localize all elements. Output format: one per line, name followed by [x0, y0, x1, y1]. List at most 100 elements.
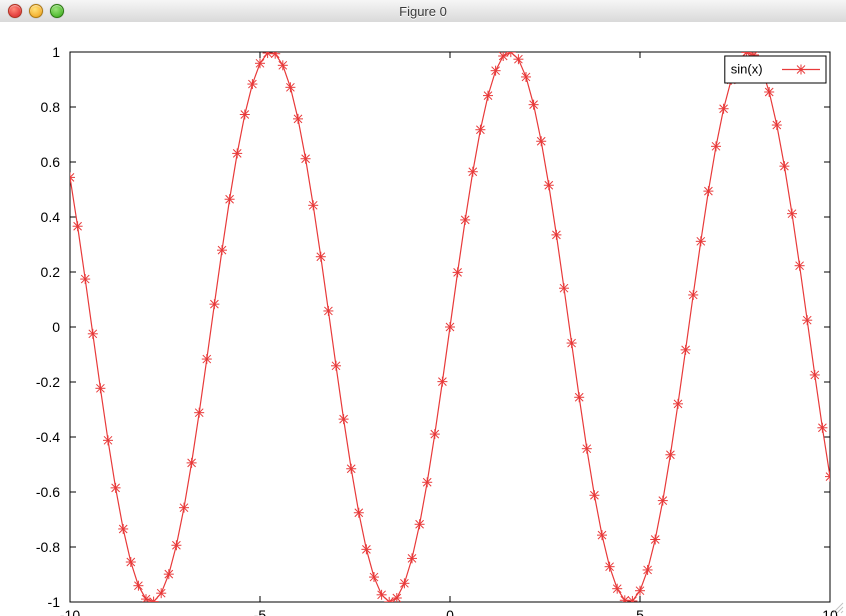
marker — [339, 414, 349, 424]
plot-background — [0, 22, 846, 616]
marker — [551, 230, 561, 240]
marker — [301, 154, 311, 164]
marker — [696, 236, 706, 246]
window-title: Figure 0 — [0, 4, 846, 19]
marker — [361, 544, 371, 554]
marker — [209, 299, 219, 309]
marker — [483, 91, 493, 101]
close-icon[interactable] — [8, 4, 22, 18]
marker — [73, 221, 83, 231]
marker — [111, 483, 121, 493]
marker — [316, 252, 326, 262]
marker — [817, 423, 827, 433]
marker — [544, 180, 554, 190]
marker — [468, 167, 478, 177]
marker — [688, 290, 698, 300]
marker — [719, 104, 729, 114]
marker — [308, 200, 318, 210]
y-tick-label: 0.8 — [41, 99, 61, 115]
marker — [764, 87, 774, 97]
marker — [187, 458, 197, 468]
y-tick-label: 0 — [52, 319, 60, 335]
marker — [437, 377, 447, 387]
x-tick-label: 5 — [636, 607, 644, 616]
x-tick-label: 0 — [446, 607, 454, 616]
y-tick-label: -0.6 — [36, 484, 60, 500]
marker — [536, 136, 546, 146]
chart: -10-50510-1-0.8-0.6-0.4-0.200.20.40.60.8… — [0, 22, 846, 616]
marker — [80, 274, 90, 284]
marker — [772, 120, 782, 130]
marker — [635, 586, 645, 596]
y-tick-label: 0.6 — [41, 154, 61, 170]
x-tick-label: -10 — [60, 607, 80, 616]
marker — [323, 306, 333, 316]
marker — [665, 450, 675, 460]
marker — [164, 569, 174, 579]
y-tick-label: -0.4 — [36, 429, 60, 445]
marker — [582, 444, 592, 454]
marker — [802, 315, 812, 325]
marker — [240, 109, 250, 119]
marker — [681, 345, 691, 355]
marker — [475, 125, 485, 135]
marker — [202, 354, 212, 364]
figure-window: Figure 0 -10-50510-1-0.8-0.6-0.4-0.200.2… — [0, 0, 846, 616]
marker — [103, 435, 113, 445]
marker — [255, 58, 265, 68]
marker — [293, 114, 303, 124]
marker — [559, 283, 569, 293]
marker — [491, 66, 501, 76]
y-tick-label: -0.8 — [36, 539, 60, 555]
marker — [612, 584, 622, 594]
marker — [126, 557, 136, 567]
marker — [673, 399, 683, 409]
minimize-icon[interactable] — [29, 4, 43, 18]
y-tick-label: 0.2 — [41, 264, 61, 280]
marker — [779, 161, 789, 171]
marker — [285, 82, 295, 92]
resize-grip-icon[interactable] — [830, 600, 844, 614]
marker — [354, 508, 364, 518]
marker — [278, 60, 288, 70]
marker — [407, 553, 417, 563]
marker — [453, 267, 463, 277]
marker — [171, 540, 181, 550]
marker — [156, 588, 166, 598]
marker — [369, 572, 379, 582]
window-controls — [0, 4, 64, 18]
y-tick-label: 1 — [52, 44, 60, 60]
marker — [399, 578, 409, 588]
marker — [232, 148, 242, 158]
legend-marker — [796, 65, 806, 75]
marker — [422, 477, 432, 487]
marker — [331, 361, 341, 371]
marker — [445, 322, 455, 332]
marker — [703, 186, 713, 196]
y-tick-label: -1 — [48, 594, 61, 610]
marker — [392, 593, 402, 603]
x-tick-label: -5 — [254, 607, 267, 616]
marker — [217, 245, 227, 255]
marker — [194, 408, 204, 418]
marker — [650, 535, 660, 545]
legend-label: sin(x) — [731, 62, 763, 77]
marker — [787, 209, 797, 219]
figure-content: -10-50510-1-0.8-0.6-0.4-0.200.20.40.60.8… — [0, 22, 846, 616]
marker — [430, 429, 440, 439]
marker — [179, 503, 189, 513]
marker — [529, 100, 539, 110]
zoom-icon[interactable] — [50, 4, 64, 18]
marker — [346, 464, 356, 474]
marker — [574, 392, 584, 402]
marker — [658, 496, 668, 506]
marker — [567, 338, 577, 348]
marker — [118, 524, 128, 534]
marker — [521, 72, 531, 82]
marker — [247, 79, 257, 89]
titlebar[interactable]: Figure 0 — [0, 0, 846, 23]
marker — [597, 530, 607, 540]
marker — [513, 54, 523, 64]
y-tick-label: 0.4 — [41, 209, 61, 225]
marker — [460, 215, 470, 225]
